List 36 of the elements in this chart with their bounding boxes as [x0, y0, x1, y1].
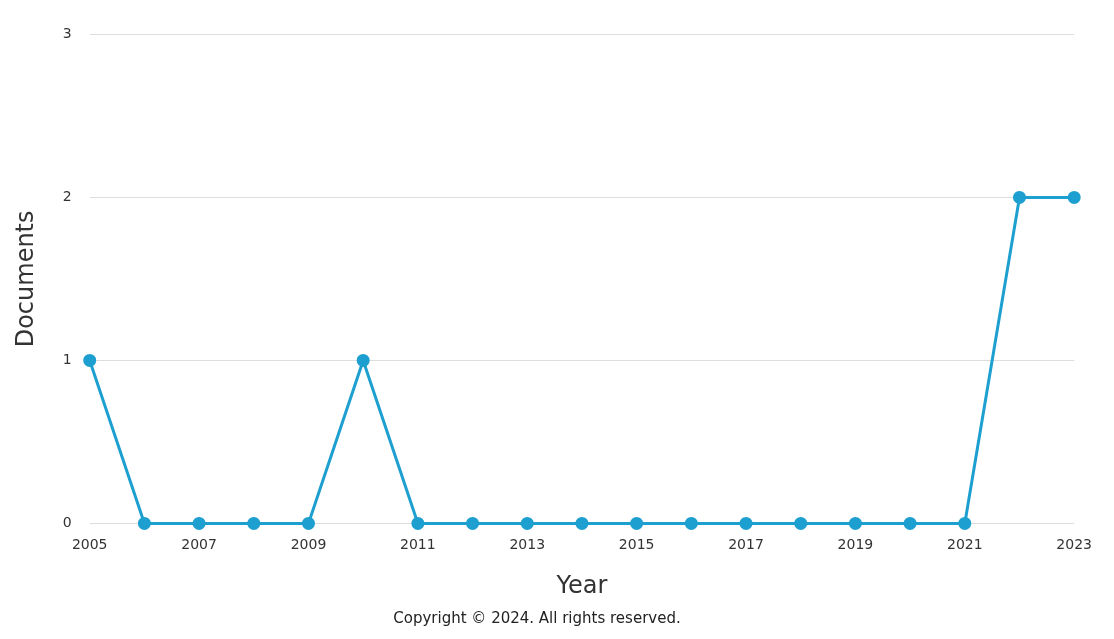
point [684, 516, 698, 530]
x-tick-label: 2007 [181, 536, 217, 553]
x-tick-label: 2019 [837, 536, 874, 553]
point [630, 516, 644, 530]
y-tick-label: 1 [62, 351, 72, 368]
point [356, 353, 370, 367]
x-tick-label: 2021 [946, 536, 983, 553]
point [247, 516, 261, 530]
x-tick-label: 2013 [509, 536, 546, 553]
y-tick-label: 3 [62, 25, 72, 42]
point [301, 516, 315, 530]
x-tick-label: 2009 [290, 536, 327, 553]
point [192, 516, 206, 530]
point [137, 516, 151, 530]
point [575, 516, 589, 530]
point [83, 353, 97, 367]
x-axis-title: Year [555, 570, 608, 599]
point [848, 516, 862, 530]
point [1067, 190, 1081, 204]
x-tick-label: 2017 [728, 536, 764, 553]
point [958, 516, 972, 530]
point [794, 516, 808, 530]
point [739, 516, 753, 530]
x-tick-label: 2023 [1056, 536, 1093, 553]
x-tick-label: 2005 [71, 536, 108, 553]
y-axis-title: Documents [10, 210, 39, 348]
x-tick-label: 2011 [400, 536, 436, 553]
point [903, 516, 917, 530]
text: Copyright © 2024. All rights reserved. [393, 609, 681, 627]
x-tick-label: 2015 [618, 536, 655, 553]
y-tick-label: 0 [62, 514, 72, 531]
point [411, 516, 425, 530]
point [1012, 190, 1026, 204]
point [466, 516, 480, 530]
point [520, 516, 534, 530]
y-tick-label: 2 [62, 188, 72, 205]
